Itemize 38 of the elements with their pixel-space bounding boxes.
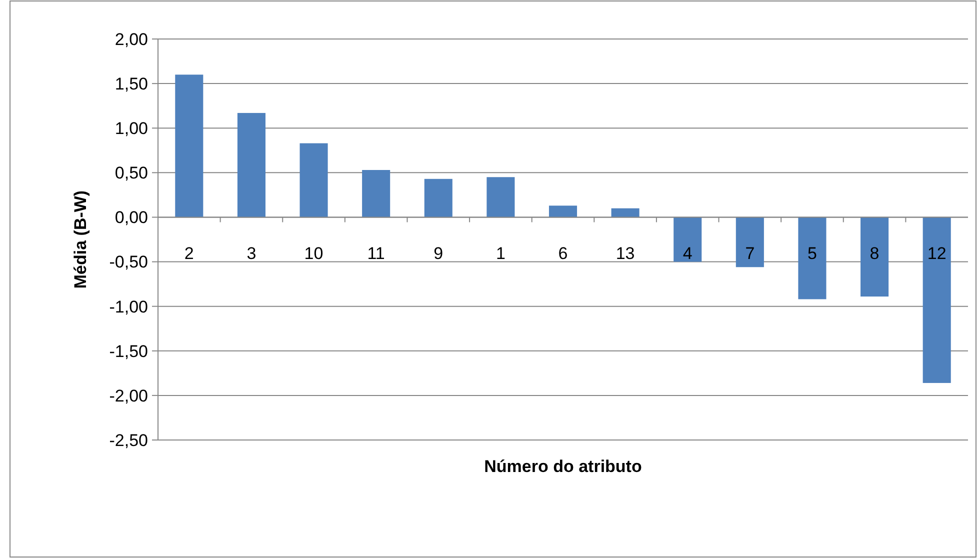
x-tick-label: 9 (434, 244, 444, 264)
bar (798, 217, 826, 300)
bar (300, 143, 328, 218)
y-tick-label: -1,00 (109, 297, 148, 316)
y-axis-title: Média (B-W) (71, 190, 90, 289)
x-tick-label: 11 (367, 244, 385, 264)
bar (674, 217, 702, 262)
x-tick-label: 7 (745, 244, 755, 264)
bar (424, 178, 452, 218)
bar (175, 74, 204, 218)
x-tick-label: 12 (927, 244, 946, 264)
y-tick-label: 1,50 (114, 74, 148, 94)
bar (922, 217, 951, 383)
bar (486, 177, 515, 218)
bar (860, 217, 889, 297)
y-tick-label: 0,00 (114, 208, 148, 228)
bar (237, 112, 266, 218)
y-tick-label: -2,50 (109, 430, 148, 450)
x-tick-label: 10 (304, 244, 324, 264)
x-tick-label: 1 (496, 244, 506, 264)
y-tick-label: 2,00 (114, 30, 148, 49)
y-tick-label: -1,50 (109, 342, 148, 361)
x-tick-label: 3 (246, 244, 256, 264)
y-tick-label: 0,50 (114, 164, 148, 183)
y-tick-label: -0,50 (109, 252, 148, 272)
x-tick-label: 8 (870, 244, 880, 264)
x-axis-title: Número do atributo (484, 457, 642, 476)
x-tick-label: 5 (807, 244, 817, 264)
x-tick-label: 4 (682, 244, 692, 264)
x-tick-label: 2 (184, 244, 194, 264)
x-tick-label: 6 (558, 244, 568, 264)
bar (736, 217, 764, 268)
y-tick-label: -2,00 (109, 386, 148, 406)
y-tick-label: 1,00 (114, 119, 148, 138)
bar (548, 206, 578, 218)
bar (611, 208, 640, 218)
x-tick-label: 13 (616, 244, 635, 264)
bar (362, 170, 390, 218)
